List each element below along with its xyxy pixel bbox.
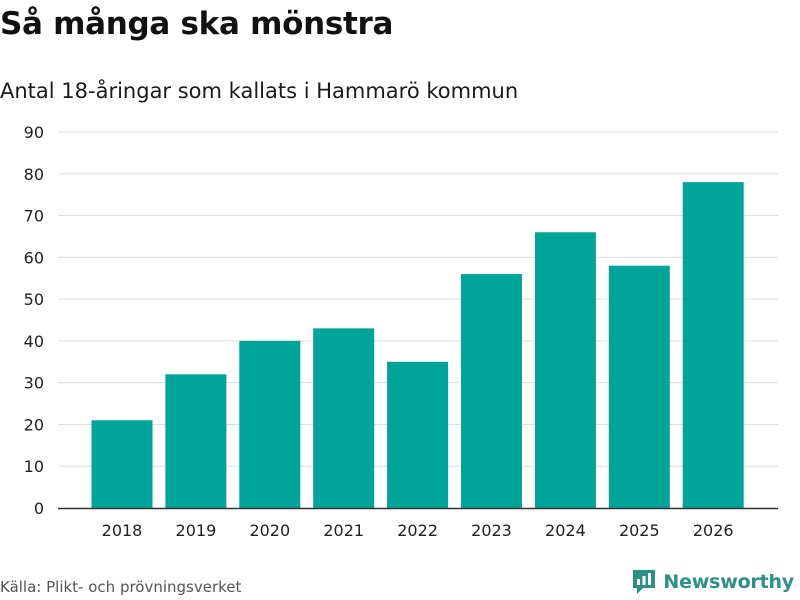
y-tick-label: 50 (24, 290, 44, 309)
bars (91, 182, 744, 508)
y-tick-label: 60 (24, 248, 44, 267)
bar-2018 (91, 420, 153, 508)
x-tick-label: 2026 (693, 521, 734, 540)
x-tick-label: 2020 (249, 521, 290, 540)
bar-2026 (682, 182, 744, 508)
x-tick-label: 2019 (176, 521, 217, 540)
newsworthy-logo-icon (633, 570, 656, 594)
bar-2025 (608, 265, 670, 508)
chart-subtitle: Antal 18-åringar som kallats i Hammarö k… (0, 79, 519, 103)
brand-name: Newsworthy (663, 571, 794, 593)
brand-logo: Newsworthy (631, 568, 794, 596)
axes: 0 10 20 30 40 50 60 70 80 90 2018 2019 2020 2021 2022 2… (24, 123, 778, 540)
x-tick-label: 2018 (102, 521, 143, 540)
bar-2021 (313, 328, 375, 508)
y-tick-label: 0 (34, 499, 44, 518)
x-tick-label: 2025 (619, 521, 660, 540)
x-tick-label: 2021 (323, 521, 364, 540)
source-note: Källa: Plikt- och prövningsverket (0, 578, 242, 596)
bar-2019 (165, 374, 227, 508)
bar-2023 (461, 274, 522, 508)
bar-2022 (387, 361, 449, 508)
y-tick-label: 70 (24, 207, 44, 226)
bar-2020 (239, 340, 301, 508)
y-tick-label: 30 (24, 374, 44, 393)
y-tick-label: 10 (24, 457, 44, 476)
x-tick-label: 2024 (545, 521, 586, 540)
y-tick-label: 40 (24, 332, 44, 351)
chart-title: Så många ska mönstra (0, 6, 394, 42)
x-tick-label: 2022 (397, 521, 438, 540)
x-tick-label: 2023 (471, 521, 512, 540)
y-tick-label: 20 (24, 415, 44, 434)
bar-2024 (534, 232, 596, 508)
y-tick-label: 80 (24, 165, 44, 184)
y-tick-label: 90 (24, 123, 44, 142)
